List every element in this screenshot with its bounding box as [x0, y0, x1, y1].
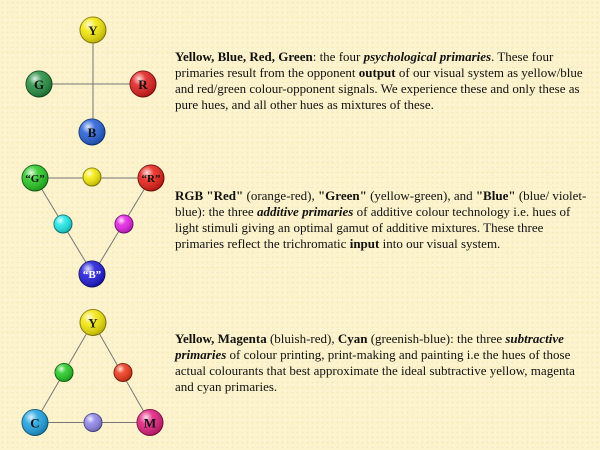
node-violet-mixture: [83, 413, 103, 432]
text-run: (orange-red),: [243, 188, 318, 203]
text-run: of colour printing, print-making and pai…: [175, 347, 575, 394]
text-run: into our visual system.: [379, 236, 501, 251]
term-input: input: [349, 236, 380, 251]
subtractive-primaries-description: Yellow, Magenta (bluish-red), Cyan (gree…: [175, 331, 593, 395]
psychological-primaries-description: Yellow, Blue, Red, Green: the four psych…: [175, 49, 593, 113]
node-label: R: [138, 77, 148, 92]
psychological-primaries-diagram: Y G R B: [25, 16, 157, 146]
triangle-outline: [34, 177, 152, 275]
text-run: : the four: [312, 49, 364, 64]
text-run: of our visual system as yellow/blue and …: [175, 65, 583, 112]
node-label: B: [88, 125, 97, 140]
text-run: (bluish-red),: [266, 331, 338, 346]
node-label: “R”: [142, 173, 161, 185]
node-green-mixture: [54, 363, 74, 382]
primaries-names: Yellow, Blue, Red, Green: [175, 49, 313, 64]
text-run: (yellow-green), and: [366, 188, 476, 203]
text-run: of additive colour technology i.e. hues …: [175, 204, 571, 251]
additive-primaries-section: “G” “R” “B” RGB "Red" (orange-red), "Gre…: [0, 150, 600, 300]
node-label: Y: [88, 316, 98, 331]
node-label: M: [144, 416, 156, 431]
node-cyan: C: [21, 409, 49, 436]
term-yellow-magenta: Yellow, Magenta: [175, 331, 267, 346]
text-run: (greenish-blue): the three: [367, 331, 506, 346]
node-green: G: [25, 70, 53, 98]
node-label: C: [30, 416, 39, 431]
node-blue: B: [78, 118, 106, 146]
node-label: G: [34, 77, 44, 92]
term-additive-primaries: additive primaries: [256, 204, 354, 219]
node-cyan-mixture: [53, 214, 73, 234]
node-yellow-mixture: [82, 167, 102, 187]
term-output: output: [358, 65, 396, 80]
node-yellow: Y: [79, 16, 107, 44]
term-green: "Green": [317, 188, 367, 203]
node-red-mixture: [113, 363, 133, 382]
text-run: (blue/ violet-blue): the three: [175, 188, 587, 219]
term-blue: "Blue": [475, 188, 516, 203]
node-yellow: Y: [79, 309, 107, 336]
node-green: “G”: [21, 164, 49, 192]
node-magenta-mixture: [114, 214, 134, 234]
term-psychological-primaries: psychological primaries: [363, 49, 492, 64]
text-run: . These four primaries result from the o…: [175, 49, 554, 80]
subtractive-primaries-diagram: Y C M: [21, 309, 164, 436]
node-label: Y: [88, 23, 98, 38]
node-red: “R”: [137, 164, 165, 192]
node-label: “B”: [83, 269, 101, 281]
node-label: “G”: [25, 173, 45, 185]
node-red: R: [129, 70, 157, 98]
term-cyan: Cyan: [337, 331, 368, 346]
triangle-outline: [34, 321, 151, 423]
psychological-primaries-section: Y G R B Yellow, Blue, Red, Green: the fo…: [0, 0, 600, 150]
term-subtractive-primaries: subtractive primaries: [175, 331, 564, 362]
subtractive-primaries-section: Y C M Yellow, Magenta (bluish-red), Cyan…: [0, 300, 600, 449]
additive-primaries-description: RGB "Red" (orange-red), "Green" (yellow-…: [175, 188, 593, 252]
node-magenta: M: [136, 409, 164, 436]
term-rgb-red: RGB "Red": [175, 188, 244, 203]
node-blue: “B”: [78, 260, 106, 288]
additive-primaries-diagram: “G” “R” “B”: [21, 164, 165, 288]
